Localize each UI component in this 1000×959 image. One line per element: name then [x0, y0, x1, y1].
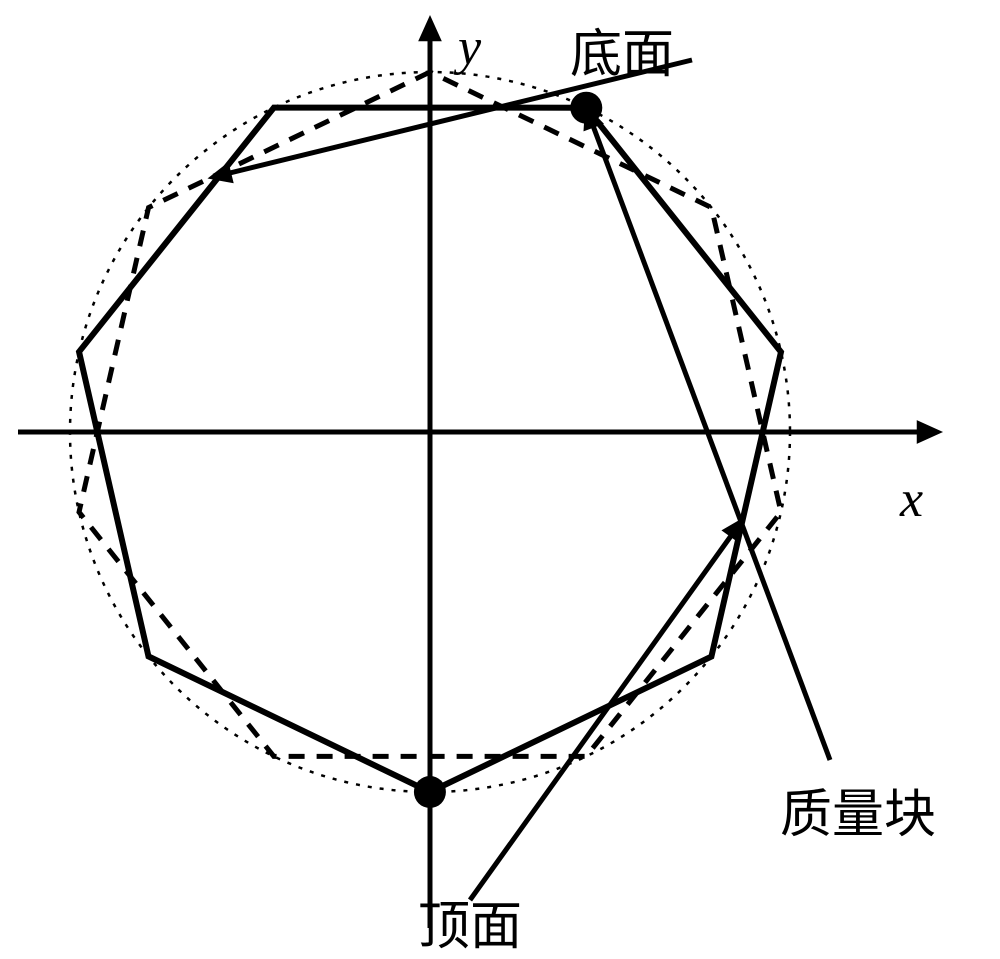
bottom-face-label: 底面: [570, 12, 674, 87]
top-face-label: 顶面: [418, 884, 522, 959]
x-axis-label: x: [900, 470, 923, 529]
diagram-container: y x 底面 质量块 顶面: [0, 0, 1000, 952]
y-axis-label: y: [458, 18, 481, 77]
mass-block-label: 质量块: [780, 772, 936, 847]
